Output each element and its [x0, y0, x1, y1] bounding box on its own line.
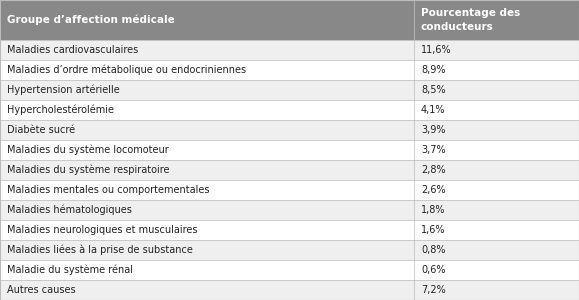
Bar	[0, 0, 579, 40]
Bar	[0, 160, 579, 180]
Bar	[0, 240, 579, 260]
Bar	[0, 180, 579, 200]
Text: Maladie du système rénal: Maladie du système rénal	[7, 265, 133, 275]
Text: Hypertension artérielle: Hypertension artérielle	[7, 85, 120, 95]
Bar	[0, 280, 579, 300]
Text: Pourcentage des
conducteurs: Pourcentage des conducteurs	[421, 8, 520, 32]
Text: Hypercholestérolémie: Hypercholestérolémie	[7, 105, 114, 115]
Text: Autres causes: Autres causes	[7, 285, 76, 295]
Text: 8,5%: 8,5%	[421, 85, 446, 95]
Text: 1,8%: 1,8%	[421, 205, 445, 215]
Text: 7,2%: 7,2%	[421, 285, 446, 295]
Bar	[0, 260, 579, 280]
Bar	[0, 200, 579, 220]
Text: 0,8%: 0,8%	[421, 245, 445, 255]
Text: 0,6%: 0,6%	[421, 265, 445, 275]
Bar	[0, 120, 579, 140]
Text: Maladies du système locomoteur: Maladies du système locomoteur	[7, 145, 168, 155]
Text: 4,1%: 4,1%	[421, 105, 445, 115]
Text: Maladies liées à la prise de substance: Maladies liées à la prise de substance	[7, 245, 193, 255]
Text: Diabète sucré: Diabète sucré	[7, 125, 75, 135]
Text: Maladies neurologiques et musculaires: Maladies neurologiques et musculaires	[7, 225, 197, 235]
Text: Maladies hématologiques: Maladies hématologiques	[7, 205, 132, 215]
Text: 3,9%: 3,9%	[421, 125, 445, 135]
Text: Maladies d’ordre métabolique ou endocriniennes: Maladies d’ordre métabolique ou endocrin…	[7, 65, 246, 75]
Text: 2,8%: 2,8%	[421, 165, 446, 175]
Text: Maladies mentales ou comportementales: Maladies mentales ou comportementales	[7, 185, 210, 195]
Text: 2,6%: 2,6%	[421, 185, 446, 195]
Text: Maladies du système respiratoire: Maladies du système respiratoire	[7, 165, 170, 175]
Text: 1,6%: 1,6%	[421, 225, 445, 235]
Text: 3,7%: 3,7%	[421, 145, 446, 155]
Bar	[0, 40, 579, 60]
Text: Maladies cardiovasculaires: Maladies cardiovasculaires	[7, 45, 138, 55]
Bar	[0, 140, 579, 160]
Bar	[0, 100, 579, 120]
Bar	[0, 80, 579, 100]
Text: 11,6%: 11,6%	[421, 45, 452, 55]
Bar	[0, 220, 579, 240]
Text: Groupe d’affection médicale: Groupe d’affection médicale	[7, 15, 175, 25]
Bar	[0, 60, 579, 80]
Text: 8,9%: 8,9%	[421, 65, 445, 75]
